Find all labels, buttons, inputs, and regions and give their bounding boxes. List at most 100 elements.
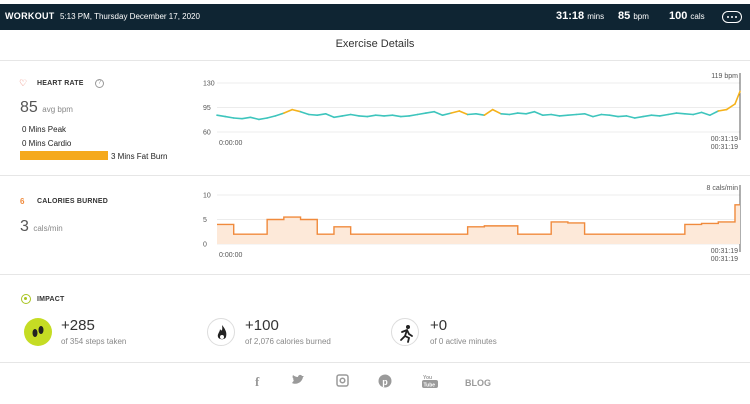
heart-rate-label: HEART RATE — [37, 80, 84, 87]
workout-header-bar: WORKOUT 5:13 PM, Thursday December 17, 2… — [0, 4, 750, 30]
heart-rate-segment — [358, 115, 369, 118]
x-end-label: 00:31:19 — [711, 144, 738, 151]
heart-rate-segment — [491, 108, 502, 115]
y-tick-label: 95 — [203, 105, 211, 112]
heart-rate-segment — [558, 114, 569, 117]
heart-rate-segment — [633, 115, 644, 119]
impact-label: IMPACT — [37, 296, 65, 303]
duration-value: 31:18 — [556, 10, 585, 22]
flame-icon — [207, 318, 235, 346]
active-minutes-impact-value: +0 — [430, 317, 448, 334]
heart-rate-segment — [625, 115, 636, 119]
heart-rate-segment — [416, 112, 427, 116]
avg-heart-rate: 85 avg bpm — [20, 99, 73, 117]
heart-rate-segment — [533, 110, 544, 117]
youtube-icon[interactable]: You Tube — [422, 374, 438, 391]
blog-link[interactable]: BLOG — [465, 378, 491, 388]
instagram-icon[interactable] — [336, 374, 349, 390]
pinterest-icon[interactable]: p — [378, 374, 392, 391]
heart-rate-segment — [283, 108, 293, 114]
svg-text:Tube: Tube — [424, 383, 436, 389]
x-start-label: 0:00:00 — [219, 140, 242, 147]
heart-rate-segment — [667, 112, 678, 116]
heart-rate-segment — [525, 110, 536, 115]
fat-burn-bar — [20, 151, 108, 160]
dot-icon — [727, 16, 729, 18]
twitter-icon[interactable] — [291, 374, 305, 389]
heart-rate-segment — [692, 111, 703, 116]
help-icon[interactable]: ? — [95, 79, 104, 88]
more-options-button[interactable] — [722, 11, 742, 23]
calories-impact-value: +100 — [245, 317, 279, 334]
divider — [0, 175, 750, 176]
calories-line — [217, 204, 740, 235]
heart-rate-segment — [408, 113, 419, 117]
heart-rate-segment — [374, 114, 385, 117]
divider — [0, 362, 750, 363]
cardio-zone-text: 0 Mins Cardio — [22, 139, 72, 148]
duration-stat: 31:18 mins — [556, 10, 604, 22]
calories-impact-sub: of 2,076 calories burned — [245, 337, 331, 346]
calories-value: 100 — [669, 10, 688, 22]
heart-rate-value: 85 — [618, 10, 631, 22]
heart-rate-segment — [308, 113, 319, 117]
heart-rate-segment — [650, 114, 661, 117]
heart-rate-segment — [592, 113, 603, 118]
heart-rate-segment — [567, 113, 578, 117]
y-tick-label: 10 — [203, 193, 211, 200]
peak-zone-text: 0 Mins Peak — [22, 125, 67, 134]
calories-per-min: 3 cals/min — [20, 218, 63, 236]
facebook-icon[interactable]: f — [255, 374, 260, 389]
heart-rate-segment — [333, 115, 344, 119]
svg-text:p: p — [382, 377, 388, 387]
heart-rate-segment — [341, 113, 352, 117]
heart-rate-segment — [675, 112, 686, 115]
heart-rate-segment — [475, 112, 486, 117]
calories-area-fill — [217, 204, 740, 244]
divider — [0, 274, 750, 275]
heart-rate-segment — [224, 115, 235, 119]
heart-rate-unit: bpm — [633, 12, 649, 21]
heart-rate-segment — [508, 112, 519, 116]
svg-text:You: You — [423, 375, 432, 381]
heart-rate-segment — [257, 117, 268, 121]
avg-heart-rate-value: 85 — [20, 99, 38, 116]
heart-rate-segment — [299, 110, 310, 116]
heart-rate-segment — [717, 108, 728, 112]
heart-rate-segment — [241, 116, 252, 120]
heart-rate-segment — [617, 115, 628, 118]
steps-impact-sub: of 354 steps taken — [61, 337, 127, 346]
heart-rate-segment — [700, 111, 711, 117]
page-title: Exercise Details — [335, 38, 415, 50]
calories-icon: 6 — [20, 197, 25, 206]
x-end-label: 00:31:19 — [711, 248, 738, 255]
heart-rate-segment — [550, 113, 561, 117]
heart-rate-segment — [658, 113, 669, 117]
heart-rate-segment — [316, 112, 327, 117]
heart-rate-segment — [458, 110, 469, 116]
dot-icon — [731, 16, 733, 18]
calories-per-min-value: 3 — [20, 218, 29, 235]
x-end-label: 00:31:19 — [711, 136, 738, 143]
x-end-label: 00:31:19 — [711, 256, 738, 263]
calories-stat: 100 cals — [669, 10, 705, 22]
heart-rate-segment — [734, 90, 741, 105]
calories-burned-label: CALORIES BURNED — [37, 198, 109, 205]
fat-burn-zone-text: 3 Mins Fat Burn — [111, 152, 168, 161]
y-tick-label: 60 — [203, 130, 211, 137]
heart-rate-segment — [249, 116, 260, 121]
heart-rate-segment — [433, 110, 444, 117]
active-minutes-impact-sub: of 0 active minutes — [430, 337, 497, 346]
heart-rate-segment — [400, 115, 410, 118]
heart-rate-segment — [450, 110, 461, 114]
heart-rate-segment — [441, 112, 452, 117]
heart-rate-segment — [266, 115, 277, 119]
heart-rate-segment — [216, 114, 227, 118]
x-start-label: 0:00:00 — [219, 252, 242, 259]
heart-rate-segment — [291, 108, 302, 113]
heart-rate-segment — [542, 113, 552, 117]
heart-rate-stat: 85 bpm — [618, 10, 649, 22]
workout-datetime: 5:13 PM, Thursday December 17, 2020 — [60, 12, 200, 21]
calories-per-min-unit: cals/min — [33, 224, 63, 233]
